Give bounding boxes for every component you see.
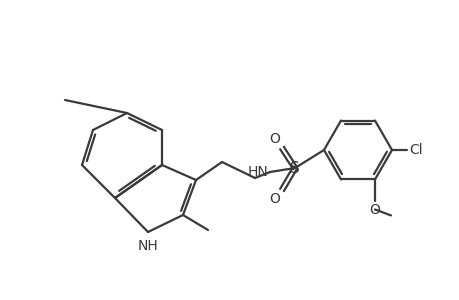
Text: HN: HN <box>247 165 268 179</box>
Text: O: O <box>269 192 280 206</box>
Text: S: S <box>290 160 299 175</box>
Text: NH: NH <box>137 239 158 253</box>
Text: Cl: Cl <box>408 143 422 157</box>
Text: O: O <box>369 203 380 218</box>
Text: O: O <box>269 132 280 146</box>
